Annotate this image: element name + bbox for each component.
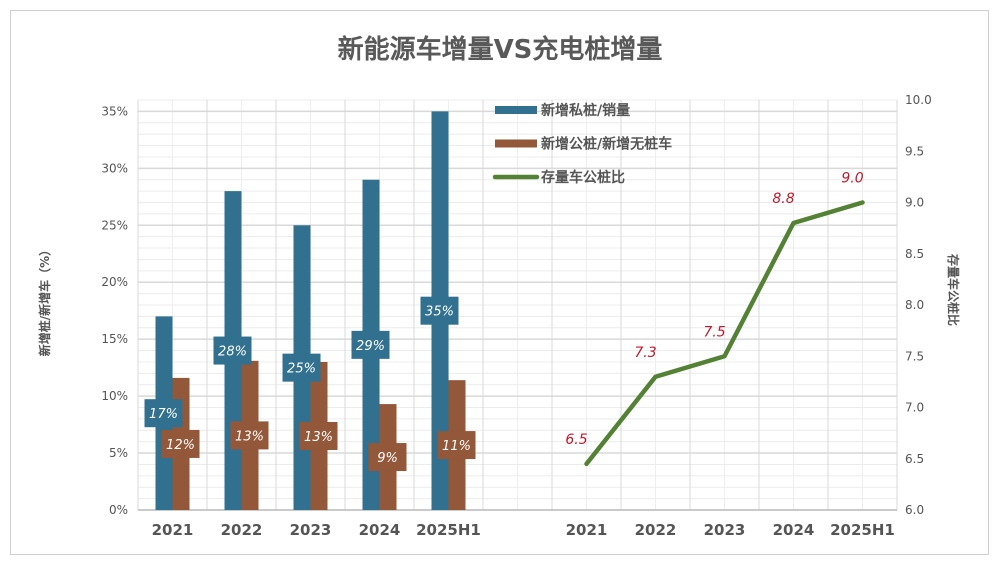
right-tick-label: 8.5 bbox=[905, 247, 924, 261]
left-tick-label: 30% bbox=[101, 161, 128, 175]
data-label-box bbox=[299, 421, 338, 450]
right-tick-label: 6.5 bbox=[905, 452, 924, 466]
left-tick-label: 15% bbox=[101, 332, 128, 346]
legend-swatch bbox=[495, 139, 537, 148]
x-tick-label-bars: 2023 bbox=[290, 521, 332, 539]
data-label-box bbox=[351, 330, 390, 359]
x-tick-label-bars: 2025H1 bbox=[416, 521, 481, 539]
x-tick-label-bars: 2024 bbox=[359, 521, 401, 539]
line-data-label: 7.5 bbox=[703, 324, 725, 340]
data-label: 9% bbox=[377, 451, 398, 466]
data-label: 35% bbox=[425, 305, 454, 320]
data-label: 25% bbox=[287, 362, 316, 377]
line-data-label: 7.3 bbox=[634, 345, 656, 361]
left-tick-label: 10% bbox=[101, 389, 128, 403]
left-tick-label: 0% bbox=[109, 503, 128, 517]
data-label: 13% bbox=[235, 429, 264, 444]
line-data-label: 9.0 bbox=[841, 171, 863, 187]
data-label-box bbox=[161, 429, 200, 458]
data-label: 17% bbox=[149, 407, 178, 422]
data-label-box bbox=[213, 336, 252, 365]
left-tick-label: 20% bbox=[101, 275, 128, 289]
data-label-box bbox=[420, 296, 459, 325]
left-axis-title: 新增桩/新增车（%） bbox=[37, 244, 52, 356]
chart-title: 新能源车增量VS充电桩增量 bbox=[338, 34, 663, 65]
data-label: 11% bbox=[442, 439, 471, 454]
data-label: 29% bbox=[356, 339, 385, 354]
chart-frame bbox=[10, 10, 989, 555]
x-tick-label-line: 2021 bbox=[566, 521, 608, 539]
x-tick-label-line: 2025H1 bbox=[830, 521, 895, 539]
x-tick-label-bars: 2022 bbox=[221, 521, 263, 539]
right-tick-label: 7.0 bbox=[905, 401, 924, 415]
right-tick-label: 9.0 bbox=[905, 196, 924, 210]
data-label-box bbox=[437, 431, 476, 460]
data-label-box bbox=[144, 399, 183, 428]
legend-label: 新增公桩/新增无桩车 bbox=[541, 136, 672, 153]
right-tick-label: 7.5 bbox=[905, 349, 924, 363]
x-tick-label-line: 2023 bbox=[704, 521, 746, 539]
line-series bbox=[584, 200, 865, 467]
right-tick-label: 10.0 bbox=[905, 93, 932, 107]
right-tick-label: 6.0 bbox=[905, 503, 924, 517]
x-tick-label-line: 2024 bbox=[773, 521, 815, 539]
legend-swatch bbox=[495, 106, 537, 114]
left-tick-label: 35% bbox=[101, 104, 128, 118]
data-label-box bbox=[368, 443, 407, 472]
right-axis-title: 存量车公桩比 bbox=[946, 253, 961, 326]
data-label: 13% bbox=[304, 430, 333, 445]
right-tick-label: 8.0 bbox=[905, 298, 924, 312]
line-data-label: 8.8 bbox=[772, 191, 794, 207]
data-label: 12% bbox=[166, 438, 195, 453]
right-tick-label: 9.5 bbox=[905, 144, 924, 158]
data-label-box bbox=[230, 421, 269, 450]
legend-label: 存量车公桩比 bbox=[541, 169, 625, 186]
left-tick-label: 5% bbox=[109, 446, 128, 460]
data-label-box bbox=[282, 353, 321, 382]
line-data-label: 6.5 bbox=[565, 432, 587, 448]
data-label: 28% bbox=[218, 345, 247, 360]
x-tick-label-line: 2022 bbox=[635, 521, 677, 539]
x-tick-label-bars: 2021 bbox=[152, 521, 194, 539]
left-tick-label: 25% bbox=[101, 218, 128, 232]
legend-label: 新增私桩/销量 bbox=[541, 102, 630, 119]
